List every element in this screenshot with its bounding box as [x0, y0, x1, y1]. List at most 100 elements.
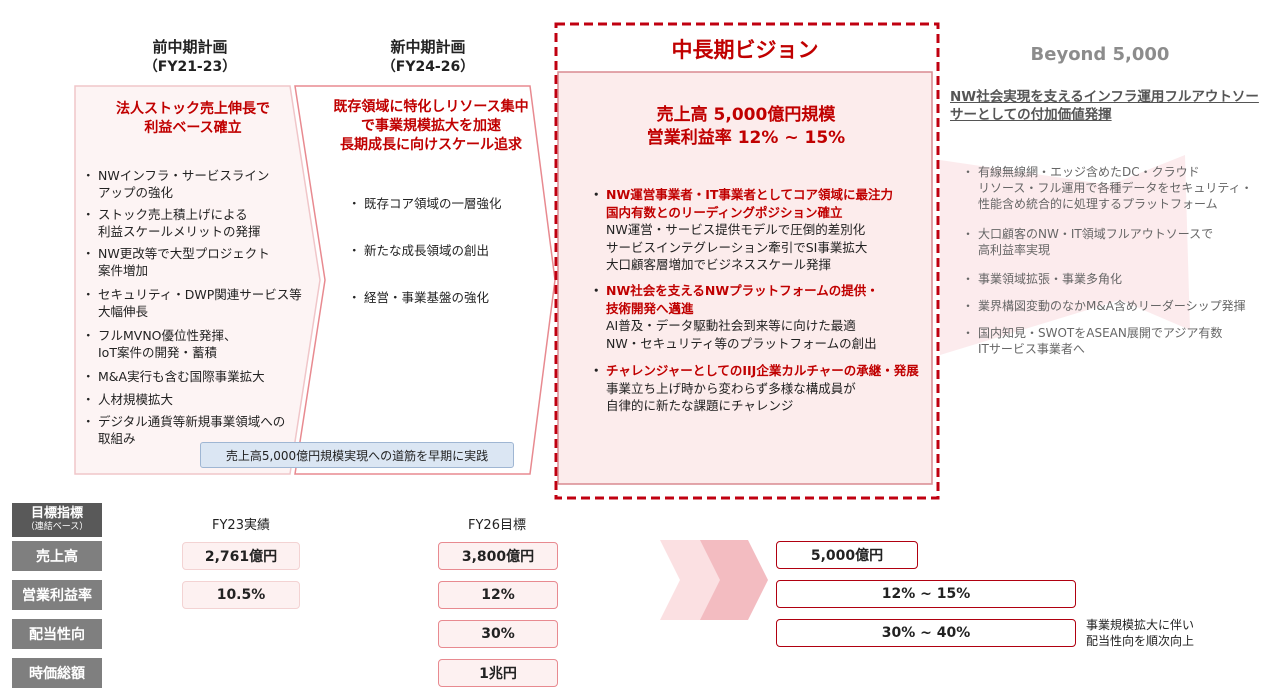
new-plan-heading-line: で事業規模拡大を加速: [361, 117, 501, 134]
prev-plan-heading: 法人ストック売上伸長で 利益ベース確立: [88, 100, 298, 138]
bullet-line: 人材規模拡大: [98, 392, 174, 407]
metric-label-market-cap: 時価総額: [12, 658, 102, 688]
beyond-heading: NW社会実現を支えるインフラ運用フルアウトソー サーとしての付加価値発揮: [950, 88, 1275, 124]
column-header-fy23: FY23実績: [212, 518, 270, 533]
bullet-line: 大口顧客のNW・IT領域フルアウトソースで: [978, 227, 1214, 241]
vision-dashed-frame: [554, 22, 940, 500]
list-item: 業界構図変動のなかM&A含めリーダーシップ発揮: [962, 298, 1246, 314]
list-item: 人材規模拡大: [82, 392, 174, 409]
vision-title: 中長期ビジョン: [671, 38, 819, 62]
vision-item-body: AI普及・データ駆動社会到来等に向けた最適: [606, 318, 856, 333]
dividend-note: 事業規模拡大に伴い 配当性向を順次向上: [1086, 617, 1194, 649]
dividend-note-line: 配当性向を順次向上: [1086, 634, 1195, 649]
vision-item-body: NW・セキュリティ等のプラットフォームの創出: [606, 335, 877, 351]
column-header-fy26: FY26目標: [468, 518, 526, 533]
vision-item-title: チャレンジャーとしてのIIJ企業カルチャーの承継・発展: [606, 363, 919, 378]
bullet-line: セキュリティ・DWP関連サービス等: [98, 287, 302, 302]
vision-item-body: サービスインテグレーション牽引でSI事業拡大: [606, 239, 868, 255]
vision-margin-value: 12% ~ 15%: [776, 580, 1076, 608]
new-plan-heading-line: 既存領域に特化しリソース集中: [333, 99, 529, 115]
new-plan-header: 新中期計画 （FY24-26）: [318, 38, 538, 76]
vision-item-body: 自律的に新たな課題にチャレンジ: [606, 398, 794, 413]
list-item: 国内知見・SWOTをASEAN展開でアジア有数 ITサービス事業者へ: [962, 325, 1223, 357]
vision-item-title: NW運営事業者・IT事業者としてコア領域に最注力: [606, 187, 894, 202]
bullet-line: 業界構図変動のなかM&A含めリーダーシップ発揮: [978, 299, 1246, 313]
fy26-dividend-value: 30%: [438, 620, 558, 648]
metric-chevron-2: [700, 540, 768, 620]
vision-item-body: NW運営・サービス提供モデルで圧倒的差別化: [606, 222, 866, 237]
metric-label-sales: 売上高: [12, 541, 102, 571]
dividend-note-line: 事業規模拡大に伴い: [1086, 618, 1195, 632]
bullet-line: IoT案件の開発・蓄積: [98, 344, 217, 360]
beyond-title: Beyond 5,000: [1030, 44, 1170, 65]
bullet-line: 大幅伸長: [98, 303, 149, 319]
bullet-line: ストック売上積上げによる: [98, 207, 248, 222]
beyond-heading-line: サーとしての付加価値発揮: [950, 107, 1112, 124]
new-plan-heading-line: 長期成長に向けスケール追求: [340, 136, 522, 153]
metric-label-dividend: 配当性向: [12, 619, 102, 649]
list-item: 経営・事業基盤の強化: [348, 290, 489, 307]
bullet-line: 案件増加: [98, 262, 149, 278]
vision-sales-value: 5,000億円: [776, 541, 918, 569]
bullet-line: アップの強化: [98, 184, 174, 200]
list-item: M&A実行も含む国際事業拡大: [82, 369, 265, 386]
metrics-header-title: 目標指標: [30, 506, 83, 521]
bullet-line: 取組み: [98, 430, 136, 446]
metric-label-margin: 営業利益率: [12, 580, 102, 610]
vision-headline: 売上高 5,000億円規模 営業利益率 12% ~ 15%: [560, 104, 932, 150]
bullet-line: 有線無線網・エッジ含めたDC・クラウド: [978, 165, 1200, 179]
bullet-line: リソース・フル運用で各種データをセキュリティ・: [978, 181, 1253, 196]
bullet-line: 国内知見・SWOTをASEAN展開でアジア有数: [978, 326, 1223, 340]
prev-plan-note: 売上高5,000億円規模実現への道筋を早期に実践: [200, 442, 514, 468]
vision-item-title: 国内有数とのリーディングポジション確立: [606, 204, 843, 220]
new-plan-period: （FY24-26）: [381, 58, 475, 75]
prev-plan-heading-line: 利益ベース確立: [144, 119, 242, 136]
new-plan-title: 新中期計画: [390, 38, 466, 56]
vision-headline-sales: 売上高 5,000億円規模: [656, 105, 836, 125]
new-plan-panel: [294, 85, 556, 475]
list-item: 既存コア領域の一層強化: [348, 196, 501, 213]
new-plan-heading: 既存領域に特化しリソース集中 で事業規模拡大を加速 長期成長に向けスケール追求: [320, 98, 542, 155]
beyond-heading-line: NW社会実現を支えるインフラ運用フルアウトソー: [950, 89, 1259, 105]
bullet-line: ITサービス事業者へ: [978, 342, 1085, 357]
bullet-line: NW更改等で大型プロジェクト: [98, 246, 270, 261]
bullet-line: 事業領域拡張・事業多角化: [978, 272, 1123, 286]
bullet-line: 利益スケールメリットの発揮: [98, 223, 261, 239]
fy26-market-cap-value: 1兆円: [438, 659, 558, 687]
vision-item-body: 事業立ち上げ時から変わらず多様な構成員が: [606, 380, 856, 396]
list-item: 有線無線網・エッジ含めたDC・クラウド リソース・フル運用で各種データをセキュリ…: [962, 164, 1253, 213]
bullet-line: M&A実行も含む国際事業拡大: [98, 369, 265, 384]
vision-item-title: NW社会を支えるNWプラットフォームの提供・: [606, 283, 879, 298]
list-item: 新たな成長領域の創出: [348, 243, 489, 260]
fy23-sales-value: 2,761億円: [182, 542, 300, 570]
prev-plan-title: 前中期計画: [152, 38, 228, 56]
vision-item-body: 大口顧客層増加でビジネススケール発揮: [606, 257, 832, 272]
fy26-sales-value: 3,800億円: [438, 542, 558, 570]
list-item: チャレンジャーとしてのIIJ企業カルチャーの承継・発展 事業立ち上げ時から変わら…: [590, 362, 919, 415]
bullet-line: NWインフラ・サービスライン: [98, 168, 270, 183]
list-item: フルMVNO優位性発揮、IoT案件の開発・蓄積: [82, 328, 237, 362]
fy23-margin-value: 10.5%: [182, 581, 300, 609]
bullet-line: 性能含め統合的に処理するプラットフォーム: [978, 197, 1218, 212]
bullet-line: 高利益率実現: [978, 243, 1051, 258]
vision-item-title: 技術開発へ邁進: [606, 300, 694, 316]
list-item: 大口顧客のNW・IT領域フルアウトソースで 高利益率実現: [962, 226, 1214, 258]
fy26-margin-value: 12%: [438, 581, 558, 609]
list-item: 事業領域拡張・事業多角化: [962, 271, 1123, 287]
metrics-header-sub: （連結ベース）: [25, 521, 89, 532]
list-item: NW社会を支えるNWプラットフォームの提供・ 技術開発へ邁進 AI普及・データ駆…: [590, 282, 879, 352]
prev-plan-header: 前中期計画 （FY21-23）: [80, 38, 300, 76]
list-item: NW運営事業者・IT事業者としてコア領域に最注力 国内有数とのリーディングポジシ…: [590, 186, 894, 274]
vision-headline-margin: 営業利益率 12% ~ 15%: [646, 127, 846, 148]
bullet-line: デジタル通貨等新規事業領域への: [98, 414, 286, 429]
bullet-line: フルMVNO優位性発揮、: [98, 328, 237, 343]
metrics-header: 目標指標 （連結ベース）: [12, 503, 102, 537]
prev-plan-period: （FY21-23）: [143, 58, 237, 75]
vision-panel: [557, 71, 933, 485]
prev-plan-heading-line: 法人ストック売上伸長で: [116, 101, 270, 117]
